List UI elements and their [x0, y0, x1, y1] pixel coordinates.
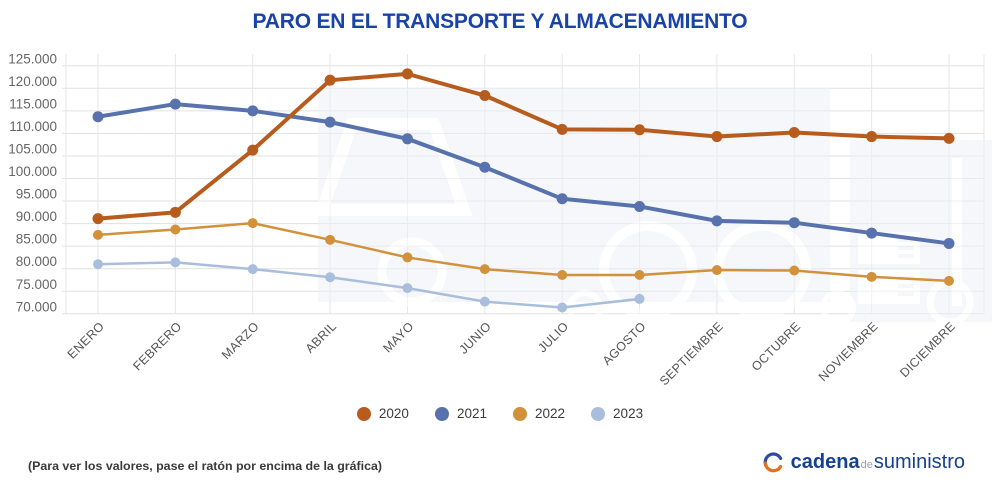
data-point-2022-ABRIL[interactable]	[325, 234, 336, 245]
x-axis-label: JUNIO	[456, 319, 493, 356]
series-line-2023[interactable]	[96, 261, 641, 309]
data-point-2020-MAYO[interactable]	[401, 68, 413, 80]
logo-cycle-icon	[763, 452, 782, 473]
data-point-2020-FEBRERO[interactable]	[169, 206, 181, 218]
data-point-2021-MARZO[interactable]	[247, 105, 259, 117]
logo-word-suministro: suministro	[873, 451, 965, 473]
data-point-2020-DICIEMBRE[interactable]	[943, 132, 955, 144]
y-axis-label: 125.000	[8, 51, 57, 66]
data-point-2023-AGOSTO[interactable]	[634, 293, 645, 304]
y-axis-label: 105.000	[8, 141, 57, 156]
data-point-2021-MAYO[interactable]	[401, 133, 413, 145]
x-axis-label: OCTUBRE	[749, 319, 804, 374]
x-axis-label: FEBRERO	[130, 319, 184, 373]
series-line-2021[interactable]	[96, 102, 951, 246]
legend-label-2023: 2023	[613, 406, 644, 421]
data-point-2021-ABRIL[interactable]	[324, 116, 336, 128]
legend-swatch-2020	[356, 406, 371, 421]
y-axis-label: 80.000	[16, 254, 57, 269]
data-point-2021-JUNIO[interactable]	[479, 161, 491, 173]
data-point-2021-ENERO[interactable]	[92, 111, 104, 123]
legend-swatch-2021	[434, 406, 449, 421]
legend-label-2020: 2020	[378, 406, 409, 421]
data-point-2020-SEPTIEMBRE[interactable]	[711, 131, 723, 143]
data-point-2023-MARZO[interactable]	[247, 264, 258, 275]
data-point-2020-JULIO[interactable]	[556, 123, 568, 135]
data-point-2023-JUNIO[interactable]	[479, 296, 490, 307]
x-axis-label: ABRIL	[303, 319, 340, 356]
y-axis-label: 110.000	[9, 119, 57, 134]
data-point-2021-SEPTIEMBRE[interactable]	[711, 215, 723, 227]
y-axis-label: 115.000	[9, 96, 57, 111]
x-axis-label: SEPTIEMBRE	[657, 319, 726, 388]
data-point-2021-AGOSTO[interactable]	[634, 200, 646, 212]
data-point-2022-OCTUBRE[interactable]	[789, 265, 800, 276]
data-point-2023-FEBRERO[interactable]	[170, 257, 181, 268]
y-axis-label: 95.000	[16, 187, 57, 202]
data-point-2022-MAYO[interactable]	[402, 252, 413, 263]
logo-word-de: de	[860, 459, 873, 471]
y-axis-label: 90.000	[16, 209, 57, 224]
hover-hint-text: (Para ver los valores, pase el ratón por…	[28, 459, 382, 473]
data-point-2020-MARZO[interactable]	[247, 144, 259, 156]
logo-word-cadena: cadena	[790, 451, 860, 473]
data-point-2022-SEPTIEMBRE[interactable]	[711, 265, 722, 276]
logo-wordmark: cadena de suministro	[791, 451, 965, 474]
y-axis-label: 75.000	[16, 277, 57, 292]
x-axis-label: JULIO	[535, 319, 571, 355]
legend-swatch-2023	[591, 406, 606, 421]
data-point-2020-OCTUBRE[interactable]	[788, 126, 800, 138]
data-point-2022-JULIO[interactable]	[557, 270, 568, 281]
page-title: PARO EN EL TRANSPORTE Y ALMACENAMIENTO	[252, 10, 748, 33]
y-axis-label: 120.000	[8, 74, 57, 89]
x-axis-label: ENERO	[65, 319, 107, 361]
data-point-2020-AGOSTO[interactable]	[634, 124, 646, 136]
legend-label-2022: 2022	[535, 406, 566, 421]
data-point-2023-ABRIL[interactable]	[325, 272, 336, 283]
chart-legend: 2020 2021 2022 2023	[0, 406, 1000, 421]
legend-item-2023[interactable]: 2023	[591, 406, 643, 421]
x-axis-label: DICIEMBRE	[897, 319, 958, 380]
series-line-2022[interactable]	[96, 221, 951, 283]
data-point-2020-NOVIEMBRE[interactable]	[866, 131, 878, 143]
data-point-2022-MARZO[interactable]	[247, 218, 258, 229]
data-point-2020-JUNIO[interactable]	[479, 90, 491, 102]
y-axis-label: 70.000	[16, 299, 57, 314]
watermark-illustration	[313, 88, 992, 326]
data-point-2021-NOVIEMBRE[interactable]	[866, 227, 878, 239]
x-axis-label: AGOSTO	[600, 319, 649, 368]
x-axis-label: MARZO	[219, 319, 262, 362]
x-axis-label: NOVIEMBRE	[816, 319, 881, 384]
data-point-2022-NOVIEMBRE[interactable]	[866, 271, 877, 282]
data-point-2021-OCTUBRE[interactable]	[788, 217, 800, 229]
data-point-2021-DICIEMBRE[interactable]	[943, 237, 955, 249]
data-point-2023-ENERO[interactable]	[93, 259, 103, 270]
legend-item-2022[interactable]: 2022	[513, 406, 565, 421]
series-line-2020[interactable]	[96, 71, 951, 221]
data-point-2023-JULIO[interactable]	[557, 302, 568, 313]
cadena-de-suministro-logo[interactable]: cadena de suministro	[762, 451, 965, 474]
data-point-2022-ENERO[interactable]	[93, 229, 103, 240]
legend-item-2020[interactable]: 2020	[356, 406, 409, 421]
data-point-2020-ABRIL[interactable]	[324, 74, 336, 86]
data-point-2022-DICIEMBRE[interactable]	[943, 275, 954, 286]
legend-swatch-2022	[513, 406, 527, 421]
y-axis-label: 100.000	[8, 164, 57, 179]
data-point-2023-MAYO[interactable]	[402, 283, 413, 294]
data-point-2021-FEBRERO[interactable]	[169, 98, 181, 110]
data-point-2021-JULIO[interactable]	[556, 193, 568, 205]
data-point-2022-AGOSTO[interactable]	[634, 270, 645, 281]
y-axis-label: 85.000	[16, 232, 57, 247]
data-point-2022-FEBRERO[interactable]	[170, 224, 181, 235]
x-axis-label: MAYO	[380, 319, 416, 355]
data-point-2020-ENERO[interactable]	[92, 213, 104, 225]
data-point-2022-JUNIO[interactable]	[479, 264, 490, 275]
legend-label-2021: 2021	[456, 406, 487, 421]
legend-item-2021[interactable]: 2021	[434, 406, 487, 421]
